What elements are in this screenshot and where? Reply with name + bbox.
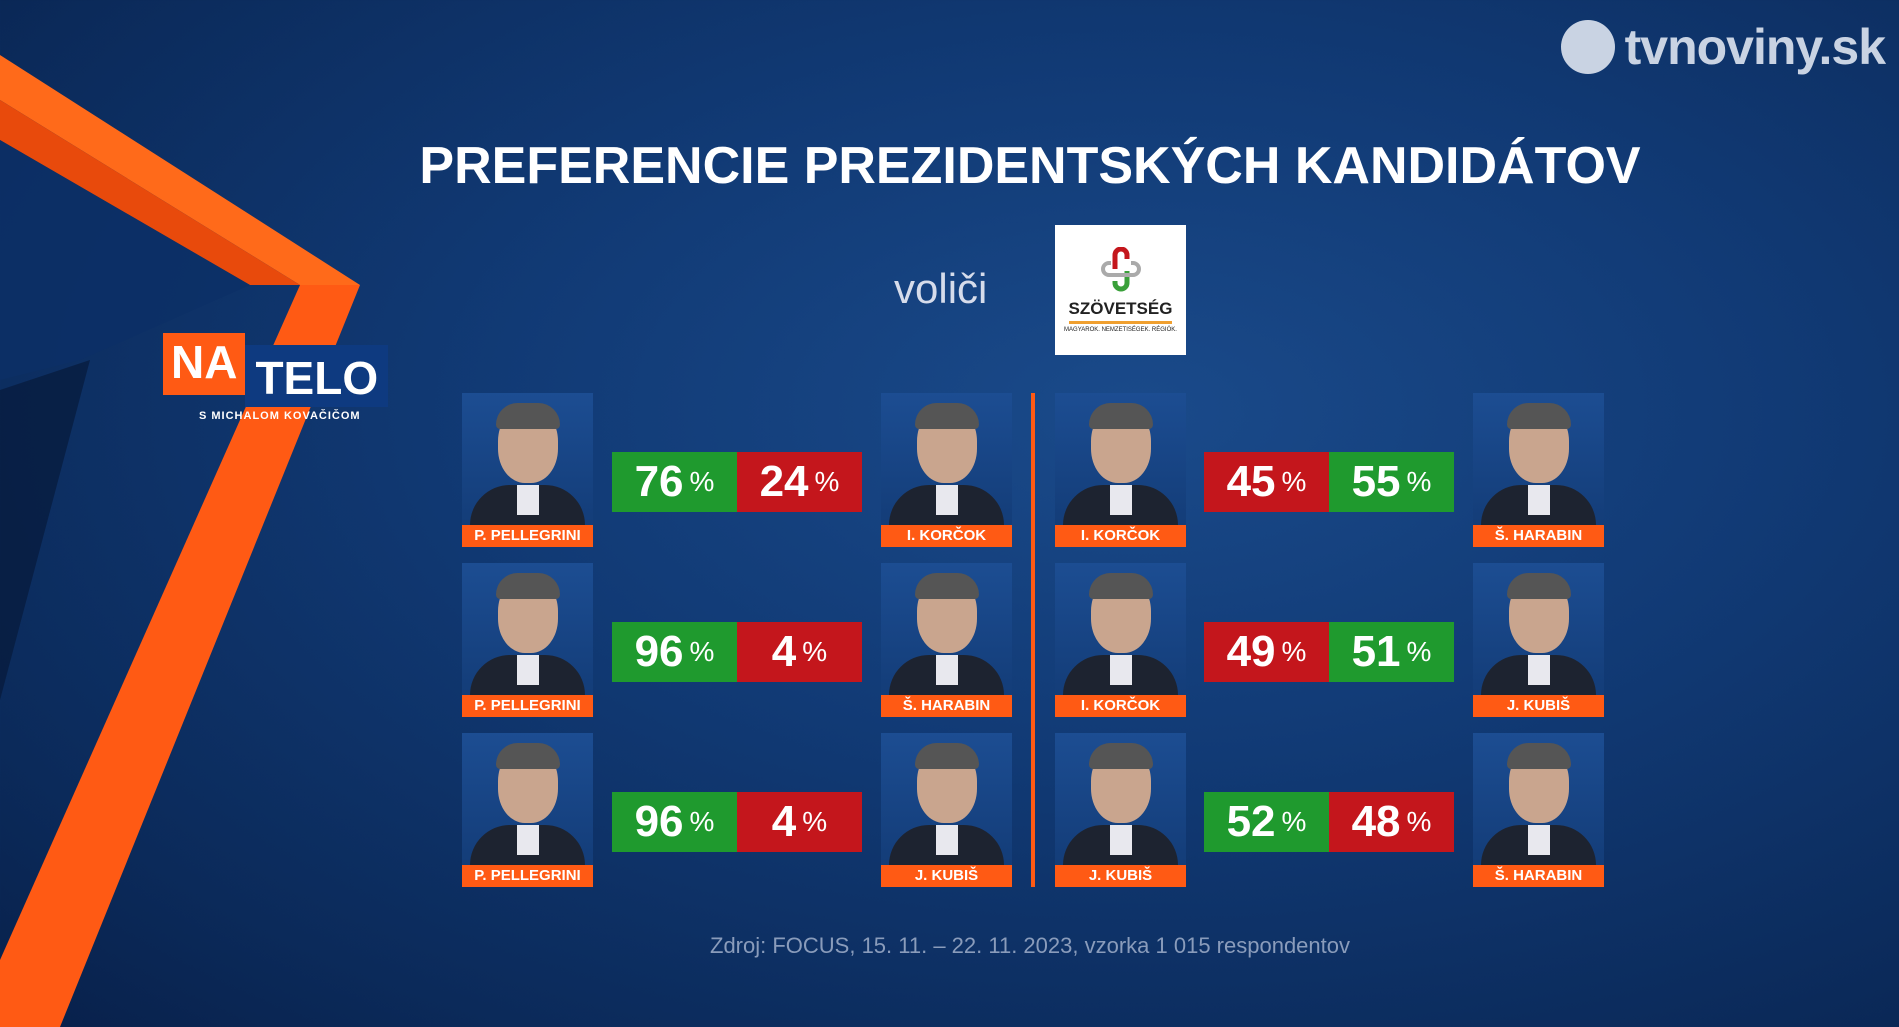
tvnoviny-logo: tvnoviny.sk [1560, 18, 1886, 76]
percentage-value: 49 [1226, 627, 1276, 676]
show-logo-na: NA [163, 333, 246, 395]
percentage-bar: 51% [1329, 622, 1454, 682]
percentage-value: 4 [771, 797, 797, 846]
candidate-name: I. KORČOK [1055, 525, 1186, 547]
candidate-name: P. PELLEGRINI [462, 865, 593, 887]
percent-sign: % [689, 466, 715, 497]
candidate-photo: I. KORČOK [881, 393, 1012, 547]
percentage-value: 4 [771, 627, 797, 676]
percentage-value: 76 [634, 457, 684, 506]
percent-sign: % [814, 466, 840, 497]
percentage-value: 55 [1351, 457, 1401, 506]
candidate-name: Š. HARABIN [881, 695, 1012, 717]
percent-sign: % [1406, 636, 1432, 667]
percent-sign: % [1281, 806, 1307, 837]
candidate-name: J. KUBIŠ [1473, 695, 1604, 717]
percentage-value: 51 [1351, 627, 1401, 676]
percentage-bar: 4% [737, 792, 862, 852]
percent-sign: % [802, 806, 828, 837]
percentage-value: 48 [1351, 797, 1401, 846]
percent-sign: % [689, 636, 715, 667]
show-logo: NA TELO [163, 333, 389, 407]
percentage-bar: 4% [737, 622, 862, 682]
percentage-bar: 24% [737, 452, 862, 512]
candidate-name: Š. HARABIN [1473, 865, 1604, 887]
percentage-bar: 48% [1329, 792, 1454, 852]
percent-sign: % [1281, 636, 1307, 667]
candidate-photo: J. KUBIŠ [881, 733, 1012, 887]
percent-sign: % [689, 806, 715, 837]
percent-sign: % [1406, 466, 1432, 497]
candidate-photo: I. KORČOK [1055, 563, 1186, 717]
percentage-value: 96 [634, 627, 684, 676]
percent-sign: % [802, 636, 828, 667]
percentage-value: 52 [1226, 797, 1276, 846]
candidate-name: I. KORČOK [881, 525, 1012, 547]
show-logo-telo: TELO [245, 345, 389, 407]
percentage-bar: 96% [612, 792, 737, 852]
candidate-name: P. PELLEGRINI [462, 525, 593, 547]
page-title: PREFERENCIE PREZIDENTSKÝCH KANDIDÁTOV [419, 137, 1641, 195]
percent-sign: % [1406, 806, 1432, 837]
candidate-name: Š. HARABIN [1473, 525, 1604, 547]
candidate-photo: Š. HARABIN [881, 563, 1012, 717]
column-divider [1031, 393, 1035, 887]
percentage-bar: 96% [612, 622, 737, 682]
candidate-photo: J. KUBIŠ [1473, 563, 1604, 717]
percentage-bar: 52% [1204, 792, 1329, 852]
percentage-value: 45 [1226, 457, 1276, 506]
candidate-name: P. PELLEGRINI [462, 695, 593, 717]
party-logo-icon [1100, 247, 1141, 292]
percentage-bar: 49% [1204, 622, 1329, 682]
party-logo-tagline: MAGYAROK. NEMZETISÉGEK. RÉGIÓK. [1064, 327, 1177, 333]
candidate-photo: Š. HARABIN [1473, 393, 1604, 547]
party-logo-name: SZÖVETSÉG [1068, 299, 1173, 324]
decorative-stripes [0, 55, 360, 1027]
candidate-photo: P. PELLEGRINI [462, 393, 593, 547]
candidate-photo: I. KORČOK [1055, 393, 1186, 547]
candidate-name: J. KUBIŠ [881, 865, 1012, 887]
brand-name: tvnoviny.sk [1624, 19, 1886, 75]
candidate-name: I. KORČOK [1055, 695, 1186, 717]
source-note: Zdroj: FOCUS, 15. 11. – 22. 11. 2023, vz… [710, 933, 1350, 958]
percentage-bar: 76% [612, 452, 737, 512]
percentage-value: 96 [634, 797, 684, 846]
show-subtitle: S MICHALOM KOVAČIČOM [199, 410, 361, 422]
candidate-photo: P. PELLEGRINI [462, 563, 593, 717]
candidate-name: J. KUBIŠ [1055, 865, 1186, 887]
percentage-value: 24 [759, 457, 809, 506]
voters-label: voliči [894, 265, 988, 312]
party-logo: SZÖVETSÉG MAGYAROK. NEMZETISÉGEK. RÉGIÓK… [1055, 225, 1186, 355]
candidate-photo: P. PELLEGRINI [462, 733, 593, 887]
percentage-bar: 45% [1204, 452, 1329, 512]
candidate-photo: J. KUBIŠ [1055, 733, 1186, 887]
percentage-bar: 55% [1329, 452, 1454, 512]
candidate-photo: Š. HARABIN [1473, 733, 1604, 887]
tvnoviny-icon [1560, 20, 1615, 74]
percent-sign: % [1281, 466, 1307, 497]
